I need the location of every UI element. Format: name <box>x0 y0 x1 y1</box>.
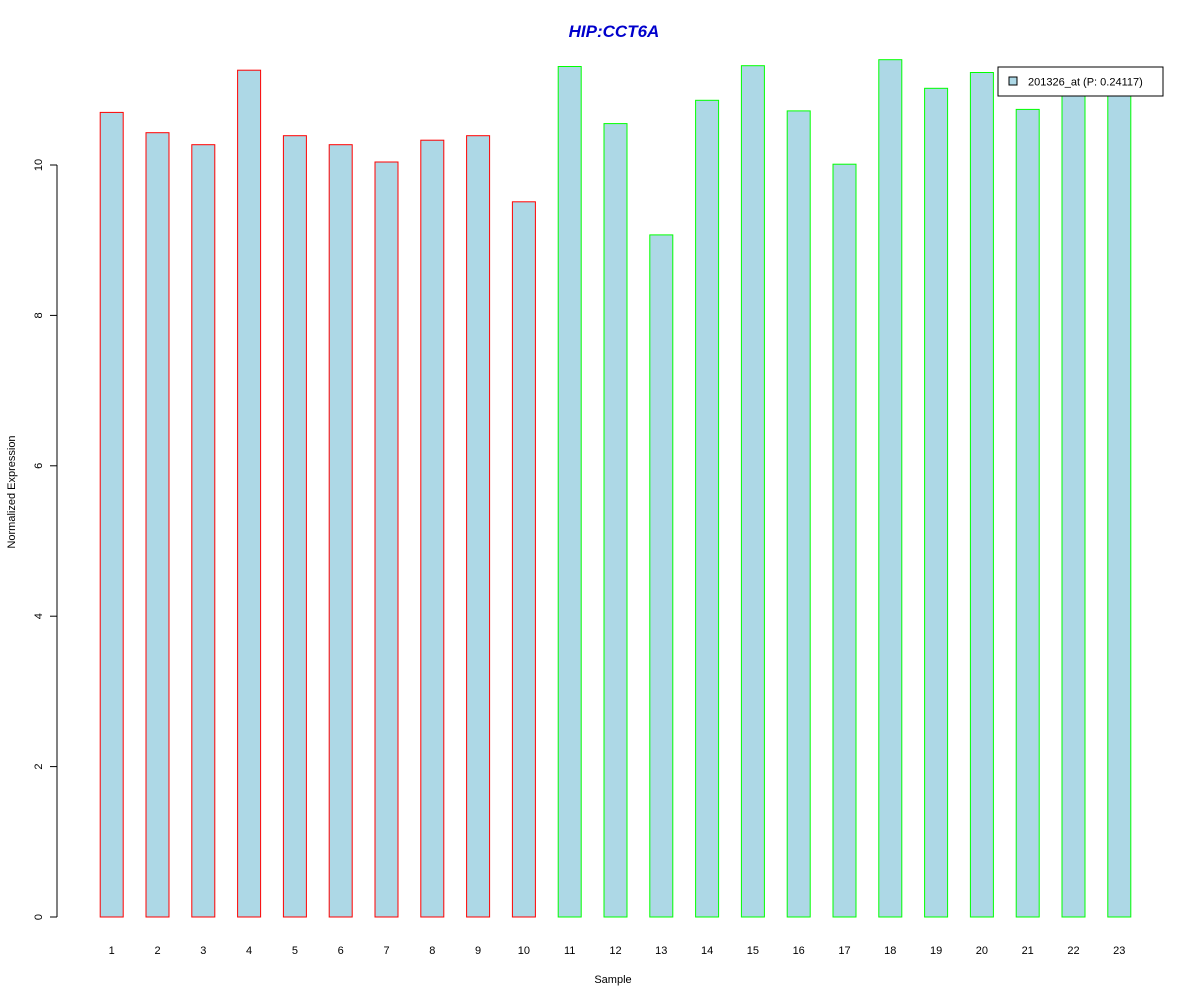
y-tick-label: 2 <box>33 764 45 770</box>
bar <box>878 59 903 918</box>
x-tick-label: 22 <box>1067 945 1079 957</box>
y-tick-label: 10 <box>33 159 45 171</box>
bar <box>786 110 811 918</box>
x-tick-label: 19 <box>930 945 942 957</box>
x-tick-label: 12 <box>609 945 621 957</box>
legend-box <box>997 66 1164 97</box>
x-tick-labels: 1 2 3 4 5 6 7 8 9 10 11 12 13 14 15 16 17 18 19 20 21 22 23 <box>109 945 1126 957</box>
x-tick-label: 1 <box>109 945 115 957</box>
x-tick-label: 9 <box>475 945 481 957</box>
bar <box>282 135 307 918</box>
x-tick-label: 11 <box>564 945 575 957</box>
x-tick-label: 10 <box>518 945 530 957</box>
bar <box>695 99 720 918</box>
x-tick-label: 15 <box>747 945 759 957</box>
bar <box>374 161 399 918</box>
chart-title: HIP:CCT6A <box>569 22 660 41</box>
x-tick-label: 8 <box>429 945 435 957</box>
bar <box>1107 81 1132 918</box>
bar <box>832 163 857 918</box>
x-tick-label: 2 <box>154 945 160 957</box>
x-tick-label: 5 <box>292 945 298 957</box>
x-tick-label: 13 <box>655 945 667 957</box>
legend-label: 201326_at (P: 0.24117) <box>1028 77 1143 89</box>
bar <box>191 144 216 918</box>
bar <box>1015 108 1040 918</box>
bar <box>420 139 445 918</box>
x-tick-label: 14 <box>701 945 713 957</box>
y-tick-label: 0 <box>33 914 45 920</box>
x-tick-label: 4 <box>246 945 252 957</box>
y-tick-label: 4 <box>33 613 45 619</box>
bar <box>328 144 353 918</box>
x-tick-label: 16 <box>793 945 805 957</box>
x-tick-label: 18 <box>884 945 896 957</box>
y-tick-label: 6 <box>33 463 45 469</box>
legend-swatch <box>1008 76 1018 86</box>
y-axis: 0 2 4 6 8 10 <box>33 159 58 920</box>
bar <box>603 123 628 918</box>
bars-group <box>99 59 1132 918</box>
bar <box>969 72 994 918</box>
x-tick-label: 7 <box>383 945 389 957</box>
x-axis-label: Sample <box>594 974 631 986</box>
x-tick-label: 6 <box>338 945 344 957</box>
bar <box>557 66 582 918</box>
bar <box>740 65 765 918</box>
bar <box>99 111 124 918</box>
bar <box>924 87 949 918</box>
x-tick-label: 3 <box>200 945 206 957</box>
x-tick-label: 21 <box>1022 945 1034 957</box>
bar <box>237 69 262 918</box>
bar <box>145 132 170 918</box>
legend: 201326_at (P: 0.24117) <box>997 66 1164 97</box>
x-tick-label: 23 <box>1113 945 1125 957</box>
bar <box>1061 85 1086 918</box>
y-axis-label: Normalized Expression <box>6 435 18 548</box>
x-tick-label: 17 <box>838 945 850 957</box>
x-tick-label: 20 <box>976 945 988 957</box>
bar <box>466 135 491 918</box>
bar <box>649 234 674 918</box>
bar <box>511 201 536 918</box>
y-tick-label: 8 <box>33 312 45 318</box>
